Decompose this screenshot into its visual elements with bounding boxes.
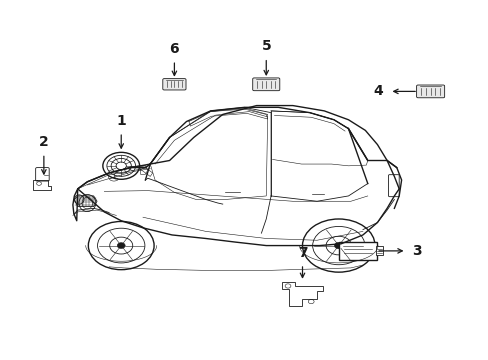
Text: 1: 1 [116,113,126,127]
Circle shape [117,243,125,248]
Text: 3: 3 [411,244,421,258]
Text: 4: 4 [373,84,383,98]
FancyBboxPatch shape [252,78,279,91]
FancyBboxPatch shape [163,78,185,90]
FancyBboxPatch shape [375,246,383,256]
Polygon shape [282,283,322,306]
Circle shape [334,242,343,249]
FancyBboxPatch shape [416,85,444,98]
Circle shape [302,219,374,272]
Polygon shape [140,166,147,174]
Text: 2: 2 [39,135,49,149]
Circle shape [88,221,154,270]
Text: 6: 6 [169,42,179,56]
Circle shape [102,152,139,179]
FancyBboxPatch shape [339,242,376,260]
Text: 7: 7 [297,246,306,260]
FancyBboxPatch shape [36,168,49,181]
Text: 5: 5 [261,39,270,53]
